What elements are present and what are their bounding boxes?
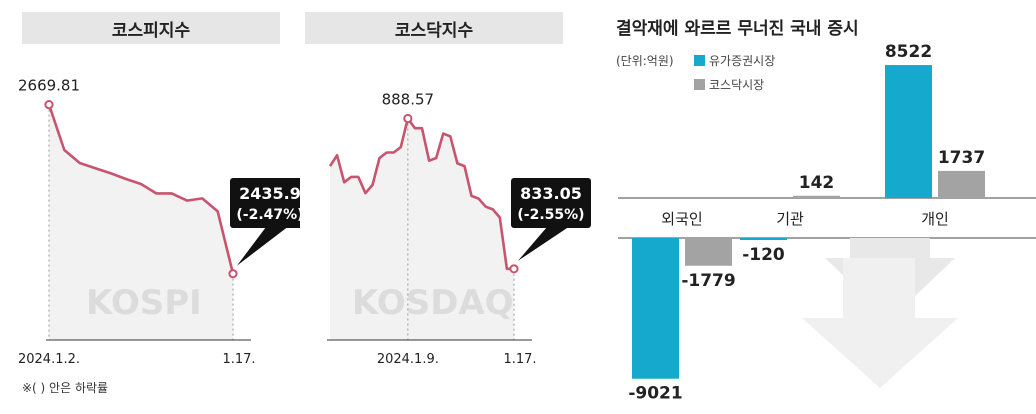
end-value-label: 833.05 — [520, 184, 582, 203]
category-label-1: 기관 — [776, 210, 804, 228]
legend-item-kospi-market: 유가증권시장 — [694, 52, 775, 69]
x-tick-label-start: 2024.1.2. — [18, 352, 80, 367]
bar-value-label-2-0: 8522 — [885, 42, 932, 62]
end-point-marker — [228, 269, 238, 279]
bar-value-label-2-1: 1737 — [938, 148, 985, 168]
callout-pointer — [518, 227, 569, 261]
start-point-marker — [403, 113, 413, 124]
bar-value-label-1-0: -120 — [742, 245, 785, 265]
kospi-header: 코스피지수 — [22, 12, 280, 44]
start-value-label: 888.57 — [382, 91, 435, 109]
end-value-callout — [230, 178, 300, 228]
series-line — [328, 117, 514, 271]
category-label-2: 개인 — [921, 210, 949, 228]
bar-value-label-0-0: -9021 — [628, 384, 682, 404]
watermark: KOSDAQ — [352, 283, 514, 323]
bar-0-0 — [632, 238, 679, 379]
end-point-marker — [509, 264, 519, 274]
kospi-line-chart: KOSPI 2669.81 2435.9 (-2.47%) 2024.1.2. 1.17. — [18, 77, 300, 367]
end-change-label: (-2.55%) — [517, 207, 584, 223]
bar-value-label-0-1: -1779 — [681, 271, 735, 291]
area-fill — [49, 104, 233, 340]
down-arrow-large — [802, 258, 958, 388]
bar-2-1 — [938, 170, 985, 198]
bar-1-0 — [740, 238, 787, 240]
bar-1-1 — [793, 195, 840, 198]
legend-label-kospi-market: 유가증권시장 — [709, 54, 776, 68]
kosdaq-header: 코스닥지수 — [305, 12, 563, 44]
x-tick-label-start: 2024.1.9. — [377, 352, 439, 367]
bar-2-0 — [885, 65, 932, 199]
unit-label: (단위:억원) — [616, 54, 674, 68]
start-point-marker — [44, 99, 54, 110]
bar-value-label-1-1: 142 — [799, 173, 835, 193]
category-label-0: 외국인 — [661, 210, 702, 228]
watermark: KOSPI — [86, 283, 202, 323]
kosdaq-line-chart: KOSDAQ 888.57 833.05 (-2.55%) 2024.1.9. 1.17. — [327, 91, 591, 367]
legend-label-kosdaq-market: 코스닥시장 — [709, 78, 765, 92]
end-change-label: (-2.47%) — [236, 207, 300, 223]
callout-pointer — [237, 227, 288, 266]
series-line — [47, 104, 235, 275]
start-value-label: 2669.81 — [18, 77, 80, 95]
footnote: ※( ) 안은 하락률 — [22, 381, 109, 395]
x-tick-label-end: 1.17. — [503, 352, 536, 367]
legend-swatch-kosdaq-market — [694, 79, 705, 90]
bar-0-1 — [685, 238, 732, 266]
legend-swatch-kospi-market — [694, 55, 705, 66]
bar-chart-title: 결악재에 와르르 무너진 국내 증시 — [616, 19, 859, 39]
end-value-label: 2435.9 — [239, 184, 300, 203]
legend-item-kosdaq-market: 코스닥시장 — [694, 76, 764, 93]
end-value-callout — [511, 178, 591, 228]
x-tick-label-end: 1.17. — [222, 352, 255, 367]
